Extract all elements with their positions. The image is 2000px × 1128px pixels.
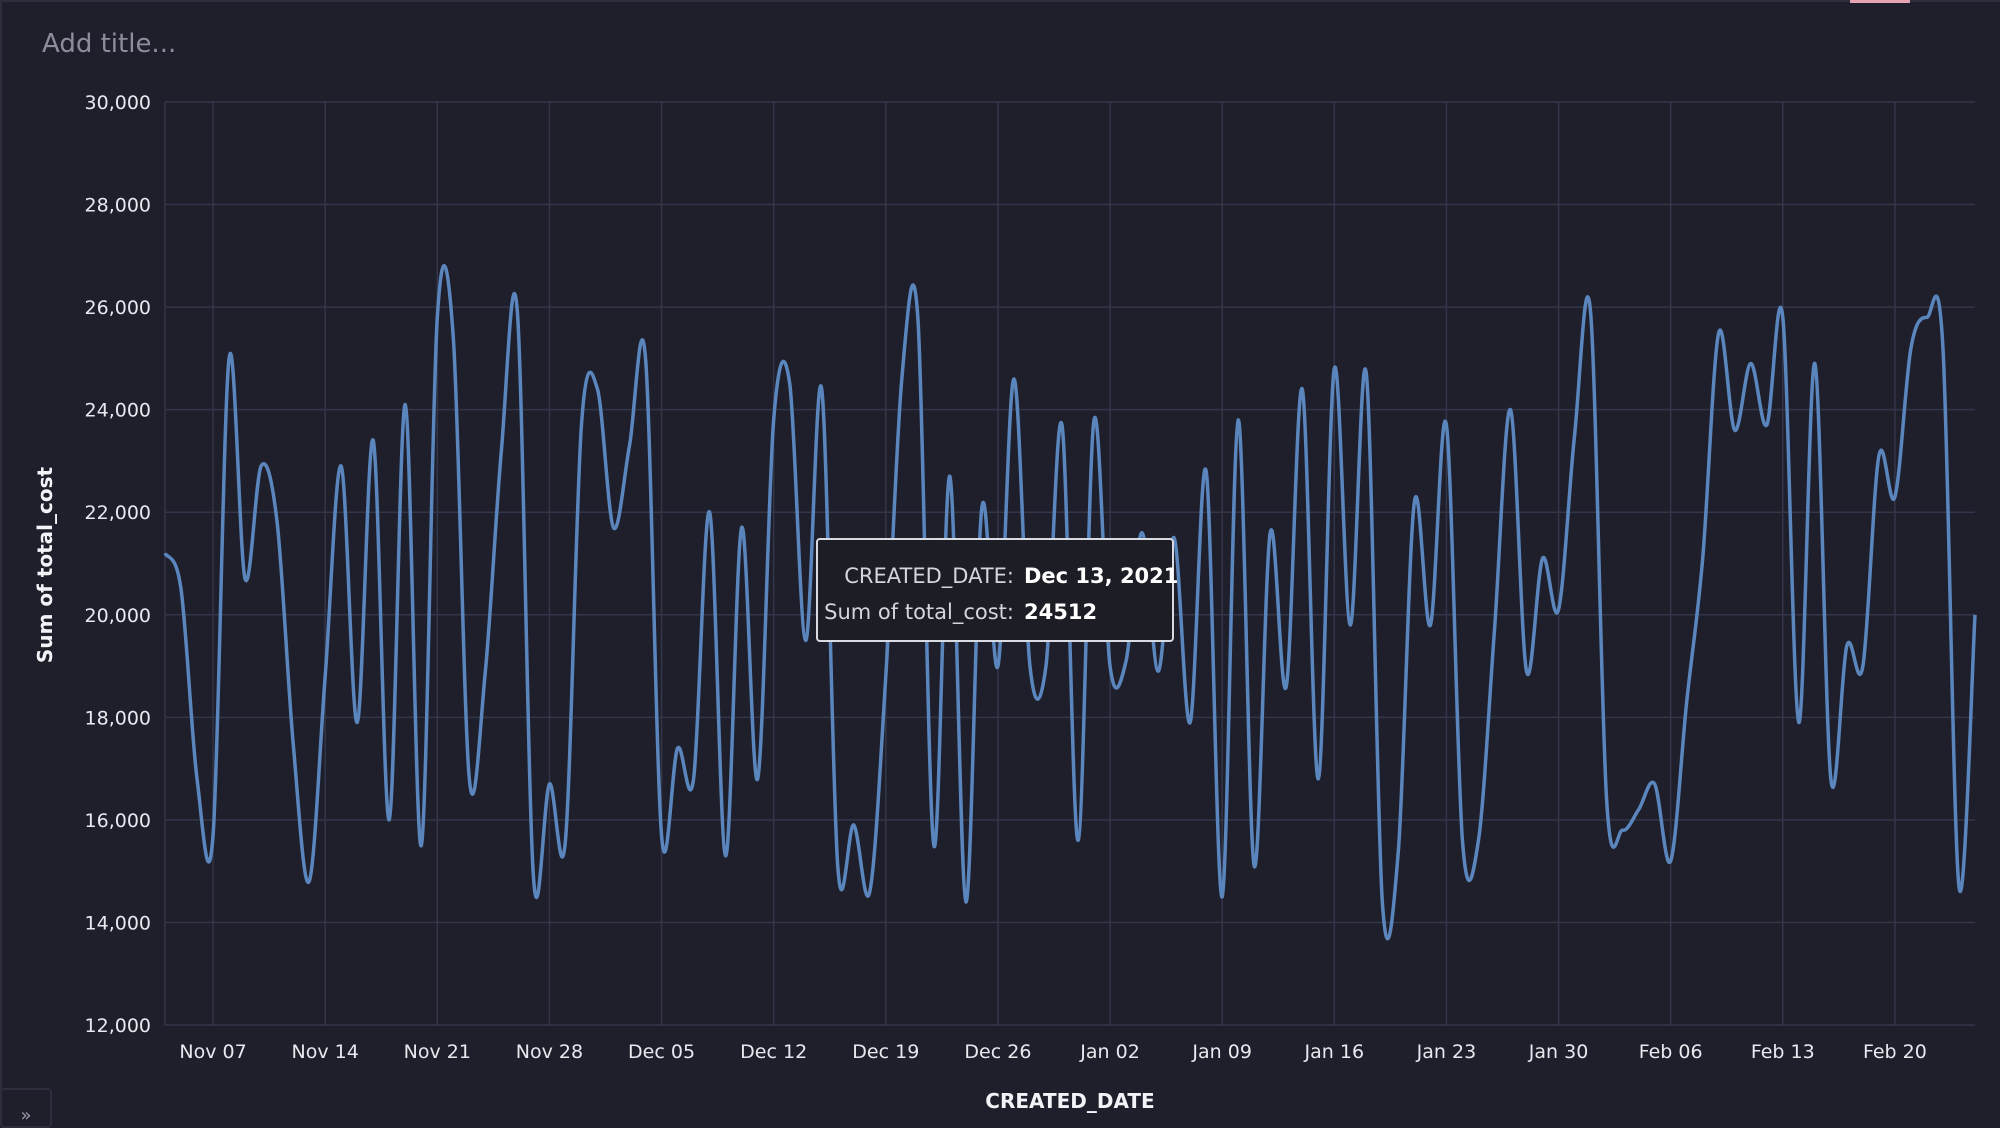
x-tick-label: Dec 12 — [740, 1041, 807, 1063]
tooltip-cost-value: 24512 — [1024, 600, 1098, 624]
tooltip-date-value: Dec 13, 2021 — [1024, 564, 1179, 588]
y-tick-label: 12,000 — [85, 1015, 151, 1037]
y-tick-label: 14,000 — [85, 912, 151, 934]
y-tick-label: 30,000 — [85, 92, 151, 114]
y-tick-label: 22,000 — [85, 502, 151, 524]
x-tick-label: Dec 26 — [964, 1041, 1031, 1063]
x-tick-label: Nov 14 — [292, 1041, 359, 1063]
hover-tooltip: CREATED_DATE: Dec 13, 2021 Sum of total_… — [816, 538, 1178, 642]
tooltip-cost-row: Sum of total_cost: 24512 — [818, 600, 1172, 634]
x-tick-label: Nov 21 — [404, 1041, 471, 1063]
x-tick-label: Jan 02 — [1079, 1041, 1140, 1063]
grid — [164, 101, 1975, 1026]
tooltip-date-key: CREATED_DATE: — [844, 564, 1014, 588]
x-axis-title: CREATED_DATE — [985, 1089, 1154, 1113]
tooltip-cost-key: Sum of total_cost: — [824, 600, 1014, 624]
x-tick-label: Dec 05 — [628, 1041, 695, 1063]
y-axis-title: Sum of total_cost — [33, 467, 57, 664]
x-tick-label: Jan 16 — [1304, 1041, 1365, 1063]
y-tick-label: 20,000 — [85, 605, 151, 627]
x-tick-label: Nov 07 — [179, 1041, 246, 1063]
chart-title-input[interactable] — [42, 22, 642, 66]
tooltip-date-row: CREATED_DATE: Dec 13, 2021 — [818, 564, 1178, 598]
x-tick-label: Jan 23 — [1416, 1041, 1477, 1063]
y-tick-label: 18,000 — [85, 707, 151, 729]
double-chevron-icon[interactable]: » — [0, 1088, 52, 1128]
x-tick-label: Jan 30 — [1528, 1041, 1589, 1063]
x-tick-label: Nov 28 — [516, 1041, 583, 1063]
y-tick-label: 16,000 — [85, 810, 151, 832]
y-tick-label: 28,000 — [85, 195, 151, 217]
x-axis-ticks: Nov 07 Nov 14 Nov 21 Nov 28 Dec 05 Dec 12 Dec … — [179, 1041, 1926, 1063]
x-tick-label: Feb 13 — [1751, 1041, 1815, 1063]
y-tick-label: 26,000 — [85, 297, 151, 319]
x-tick-label: Feb 06 — [1639, 1041, 1703, 1063]
x-tick-label: Feb 20 — [1863, 1041, 1927, 1063]
y-axis-ticks: 12,000 14,000 16,000 18,000 20,000 22,000 24,0… — [85, 92, 151, 1037]
accent-indicator — [1850, 0, 1910, 3]
x-tick-label: Jan 09 — [1191, 1041, 1252, 1063]
x-tick-label: Dec 19 — [852, 1041, 919, 1063]
y-tick-label: 24,000 — [85, 400, 151, 422]
